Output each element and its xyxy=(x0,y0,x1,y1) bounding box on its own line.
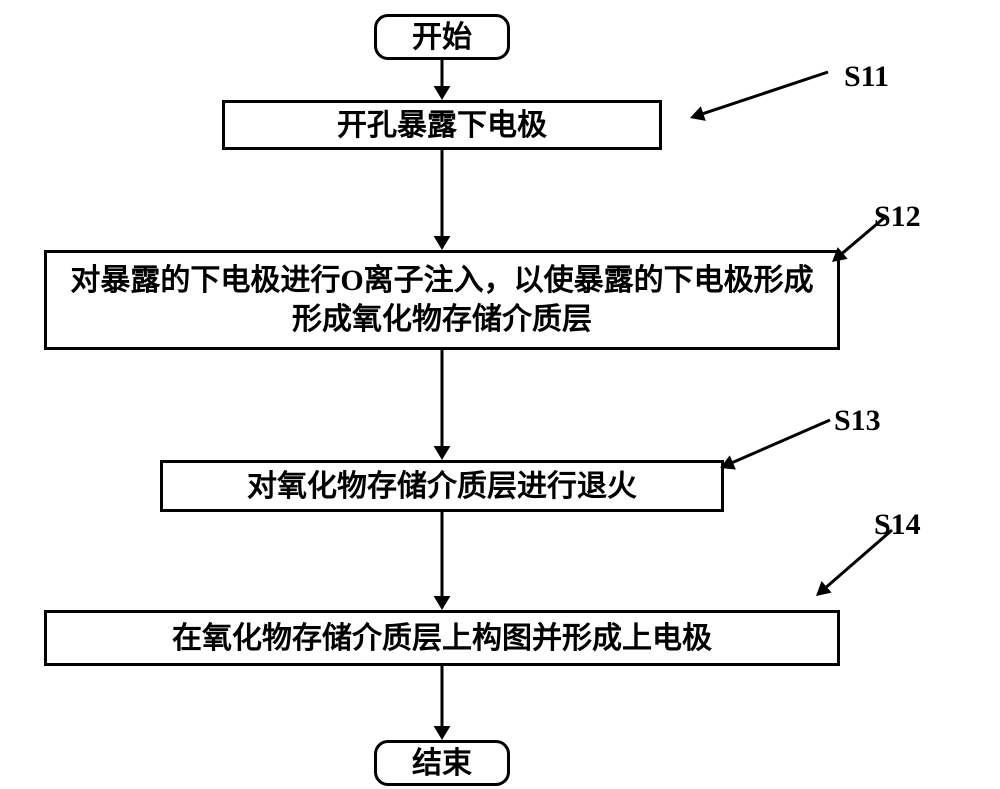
terminal-end: 结束 xyxy=(374,740,510,786)
callout-label-s12: S12 xyxy=(874,200,921,234)
terminal-start-text: 开始 xyxy=(412,18,472,57)
step-s14: 在氧化物存储介质层上构图并形成上电极 xyxy=(44,610,840,666)
callout-label-s13: S13 xyxy=(834,404,881,438)
terminal-end-text: 结束 xyxy=(412,744,472,783)
terminal-start: 开始 xyxy=(374,14,510,60)
step-s11-text: 开孔暴露下电极 xyxy=(337,106,547,145)
callout-label-s14: S14 xyxy=(874,508,921,542)
step-s12-text: 对暴露的下电极进行O离子注入，以使暴露的下电极形成形成氧化物存储介质层 xyxy=(57,261,827,339)
step-s11: 开孔暴露下电极 xyxy=(222,100,662,150)
step-s13-text: 对氧化物存储介质层进行退火 xyxy=(247,467,637,506)
step-s12: 对暴露的下电极进行O离子注入，以使暴露的下电极形成形成氧化物存储介质层 xyxy=(44,250,840,350)
callout-label-s11: S11 xyxy=(844,60,889,94)
step-s14-text: 在氧化物存储介质层上构图并形成上电极 xyxy=(172,619,712,658)
flowchart-canvas: 开始 开孔暴露下电极 对暴露的下电极进行O离子注入，以使暴露的下电极形成形成氧化… xyxy=(0,0,1000,789)
step-s13: 对氧化物存储介质层进行退火 xyxy=(160,460,724,512)
